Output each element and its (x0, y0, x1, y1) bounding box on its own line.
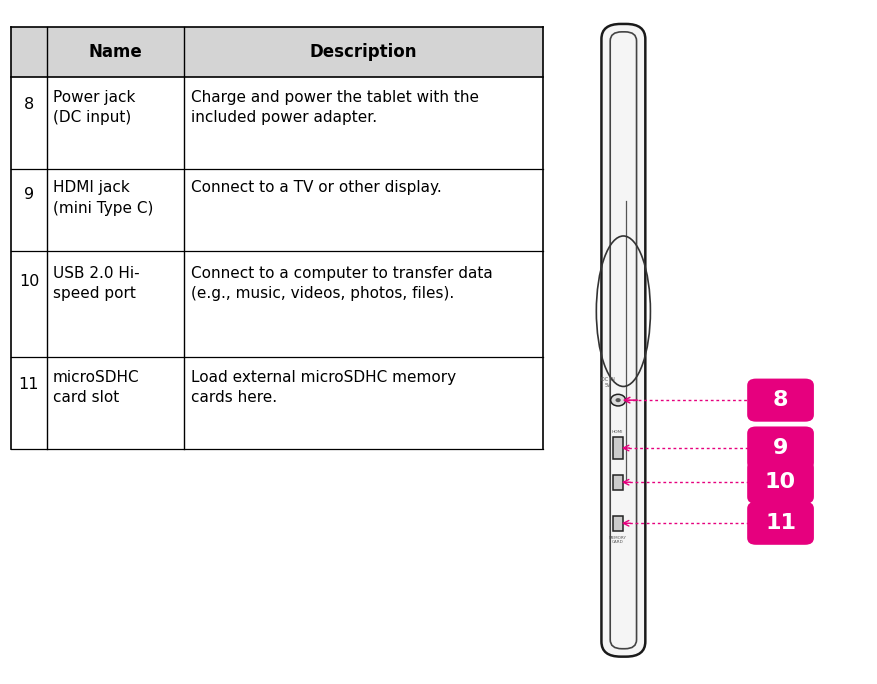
FancyBboxPatch shape (601, 24, 645, 657)
Bar (11, 357, 543, 449)
FancyBboxPatch shape (746, 379, 813, 421)
Bar (612, 516, 623, 531)
Text: Power jack
(DC input): Power jack (DC input) (53, 90, 135, 125)
Text: Name: Name (89, 43, 142, 61)
Text: HDMI jack
(mini Type C): HDMI jack (mini Type C) (53, 181, 153, 216)
Text: Load external microSDHC memory
cards here.: Load external microSDHC memory cards her… (190, 370, 455, 406)
Bar (11, 251, 543, 357)
Bar (612, 475, 623, 490)
Circle shape (610, 394, 624, 406)
Text: 11: 11 (18, 378, 39, 393)
Text: 9: 9 (772, 438, 788, 458)
Text: HDMI: HDMI (610, 430, 623, 434)
FancyBboxPatch shape (746, 427, 813, 470)
Bar (613, 437, 623, 459)
Bar (11, 27, 543, 77)
Bar (11, 77, 543, 169)
FancyBboxPatch shape (746, 461, 813, 503)
Text: 9: 9 (24, 187, 34, 202)
Circle shape (615, 398, 620, 402)
Text: 8: 8 (772, 390, 788, 410)
Text: Connect to a computer to transfer data
(e.g., music, videos, photos, files).: Connect to a computer to transfer data (… (190, 266, 492, 301)
Text: Description: Description (310, 43, 417, 61)
Text: MEMORY
CARD: MEMORY CARD (608, 536, 625, 544)
Text: 10: 10 (18, 274, 39, 289)
Text: Connect to a TV or other display.: Connect to a TV or other display. (190, 181, 441, 196)
Text: microSDHC
card slot: microSDHC card slot (53, 370, 139, 406)
FancyBboxPatch shape (746, 502, 813, 544)
Text: Charge and power the tablet with the
included power adapter.: Charge and power the tablet with the inc… (190, 90, 478, 125)
Text: DC IN
5V: DC IN 5V (600, 377, 614, 388)
Text: USB 2.0 Hi-
speed port: USB 2.0 Hi- speed port (53, 266, 139, 301)
Text: 10: 10 (764, 472, 795, 492)
Bar (11, 169, 543, 251)
Text: 11: 11 (764, 513, 795, 534)
Text: 8: 8 (24, 97, 34, 112)
